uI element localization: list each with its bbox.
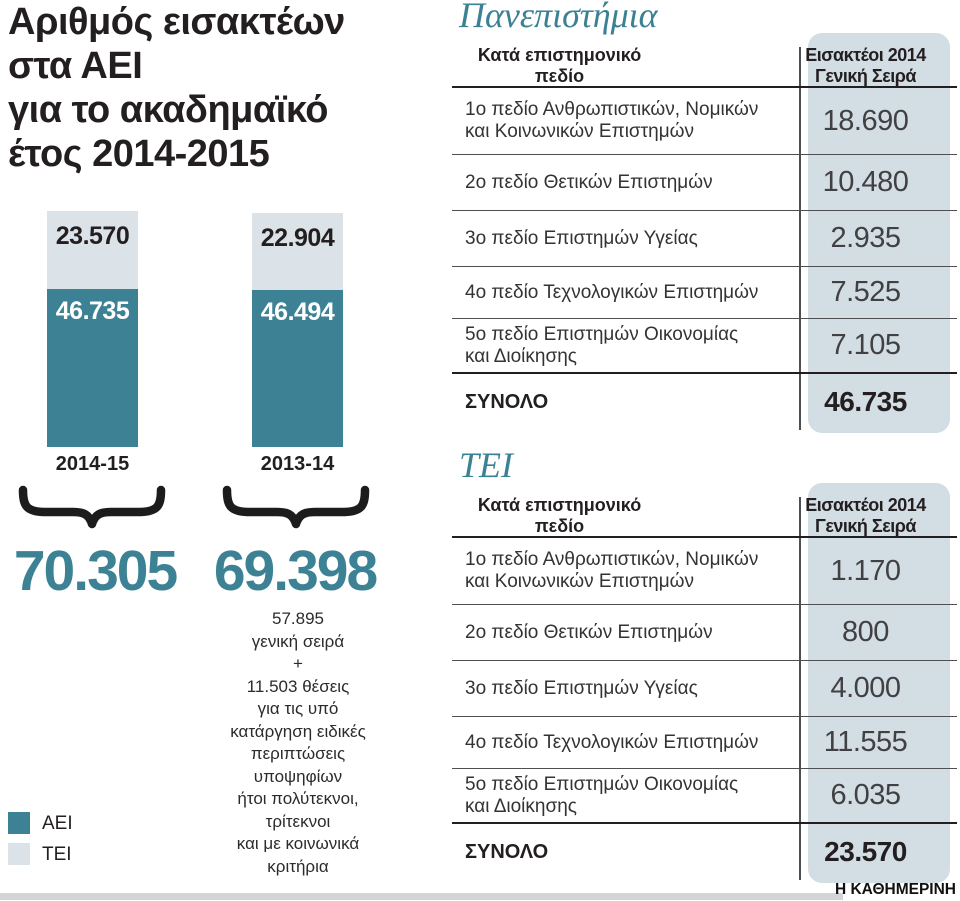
row-label: 2ο πεδίο Θετικών Επιστημών	[465, 171, 713, 193]
total-value: 46.735	[824, 386, 907, 417]
total-label: ΣΥΝΟΛΟ	[465, 841, 549, 863]
table-row: 5ο πεδίο Επιστημών Οικονομίας και Διοίκη…	[452, 769, 957, 824]
table-row: 1ο πεδίο Ανθρωπιστικών, Νομικών και Κοιν…	[452, 88, 957, 155]
breakdown-note: 57.895 γενική σειρά + 11.503 θέσεις για …	[230, 609, 366, 876]
total-2013-14: 69.398	[213, 539, 378, 603]
table-row: 1ο πεδίο Ανθρωπιστικών, Νομικών και Κοιν…	[452, 538, 957, 605]
row-value: 10.480	[822, 166, 909, 198]
tei-segment-value: 23.570	[55, 222, 130, 250]
section-title-tei: ΤΕΙ	[459, 445, 513, 485]
table-universities: Κατά επιστημονικό πεδίο Εισακτέοι 2014 Γ…	[452, 33, 957, 433]
legend-label-aei: ΑΕΙ	[42, 813, 73, 834]
row-value: 7.105	[830, 329, 901, 361]
value-column-background	[808, 33, 950, 433]
total-label: ΣΥΝΟΛΟ	[465, 391, 549, 413]
row-label: 1ο πεδίο Ανθρωπιστικών, Νομικών και Κοιν…	[465, 549, 759, 592]
table-header-row: Κατά επιστημονικό πεδίο Εισακτέοι 2014 Γ…	[452, 495, 957, 538]
row-value: 18.690	[822, 104, 909, 137]
legend-label-tei: ΤΕΙ	[42, 844, 72, 865]
table-row: 5ο πεδίο Επιστημών Οικονομίας και Διοίκη…	[452, 319, 957, 374]
table-row: 4ο πεδίο Τεχνολογικών Επιστημών 11.555	[452, 717, 957, 769]
row-value: 11.555	[823, 726, 908, 758]
publisher-credit: Η ΚΑΘΗΜΕΡΙΝΗ	[834, 881, 956, 898]
table-row: 4ο πεδίο Τεχνολογικών Επιστημών 7.525	[452, 267, 957, 319]
row-label: 4ο πεδίο Τεχνολογικών Επιστημών	[465, 731, 759, 753]
value-column-background	[808, 483, 950, 883]
section-title-universities: Πανεπιστήμια	[459, 0, 658, 35]
bar-2013-14-aei-segment: 46.494	[252, 290, 343, 447]
total-2014-15: 70.305	[13, 539, 178, 603]
row-value: 6.035	[830, 779, 901, 811]
row-label: 4ο πεδίο Τεχνολογικών Επιστημών	[465, 281, 759, 303]
bar-2014-15: 23.570 46.735	[47, 211, 138, 447]
row-label: 3ο πεδίο Επιστημών Υγείας	[465, 677, 698, 699]
column-header-field: Κατά επιστημονικό πεδίο	[477, 44, 642, 86]
table-total-row: ΣΥΝΟΛΟ 46.735	[452, 374, 957, 430]
row-value: 2.935	[830, 222, 901, 254]
row-label: 1ο πεδίο Ανθρωπιστικών, Νομικών και Κοιν…	[465, 99, 759, 142]
tei-color-swatch	[8, 843, 30, 865]
table-row: 3ο πεδίο Επιστημών Υγείας 2.935	[452, 211, 957, 267]
underbrace-icon	[18, 485, 166, 529]
table-row: 2ο πεδίο Θετικών Επιστημών 800	[452, 605, 957, 661]
row-value: 800	[842, 616, 889, 648]
page-title: Αριθμός εισακτέων στα ΑΕΙ για το ακαδημα…	[8, 1, 345, 175]
bar-2014-15-tei-segment: 23.570	[47, 211, 138, 289]
column-header-admissions: Εισακτέοι 2014 Γενική Σειρά	[805, 494, 926, 536]
footer-divider-bar	[0, 893, 843, 900]
bar-2013-14: 22.904 46.494	[252, 213, 343, 447]
column-divider	[799, 497, 801, 880]
table-row: 2ο πεδίο Θετικών Επιστημών 10.480	[452, 155, 957, 211]
row-label: 2ο πεδίο Θετικών Επιστημών	[465, 621, 713, 643]
column-header-field: Κατά επιστημονικό πεδίο	[477, 494, 642, 536]
row-value: 4.000	[830, 672, 901, 704]
row-label: 5ο πεδίο Επιστημών Οικονομίας και Διοίκη…	[465, 773, 739, 817]
bar-2013-14-tei-segment: 22.904	[252, 213, 343, 290]
category-label-2014-15: 2014-15	[55, 453, 130, 475]
bar-2014-15-aei-segment: 46.735	[47, 289, 138, 447]
column-header-admissions: Εισακτέοι 2014 Γενική Σειρά	[805, 44, 926, 86]
underbrace-icon	[222, 485, 370, 529]
total-value: 23.570	[824, 836, 907, 867]
table-total-row: ΣΥΝΟΛΟ 23.570	[452, 824, 957, 880]
aei-segment-value: 46.735	[55, 297, 130, 325]
column-divider	[799, 47, 801, 430]
table-tei: Κατά επιστημονικό πεδίο Εισακτέοι 2014 Γ…	[452, 483, 957, 883]
row-label: 3ο πεδίο Επιστημών Υγείας	[465, 227, 698, 249]
table-header-row: Κατά επιστημονικό πεδίο Εισακτέοι 2014 Γ…	[452, 45, 957, 88]
row-value: 1.170	[830, 554, 901, 587]
table-row: 3ο πεδίο Επιστημών Υγείας 4.000	[452, 661, 957, 717]
tei-segment-value: 22.904	[260, 224, 335, 252]
aei-color-swatch	[8, 812, 30, 834]
category-label-2013-14: 2013-14	[260, 453, 335, 475]
aei-segment-value: 46.494	[260, 298, 335, 326]
row-value: 7.525	[830, 276, 901, 308]
row-label: 5ο πεδίο Επιστημών Οικονομίας και Διοίκη…	[465, 323, 739, 367]
